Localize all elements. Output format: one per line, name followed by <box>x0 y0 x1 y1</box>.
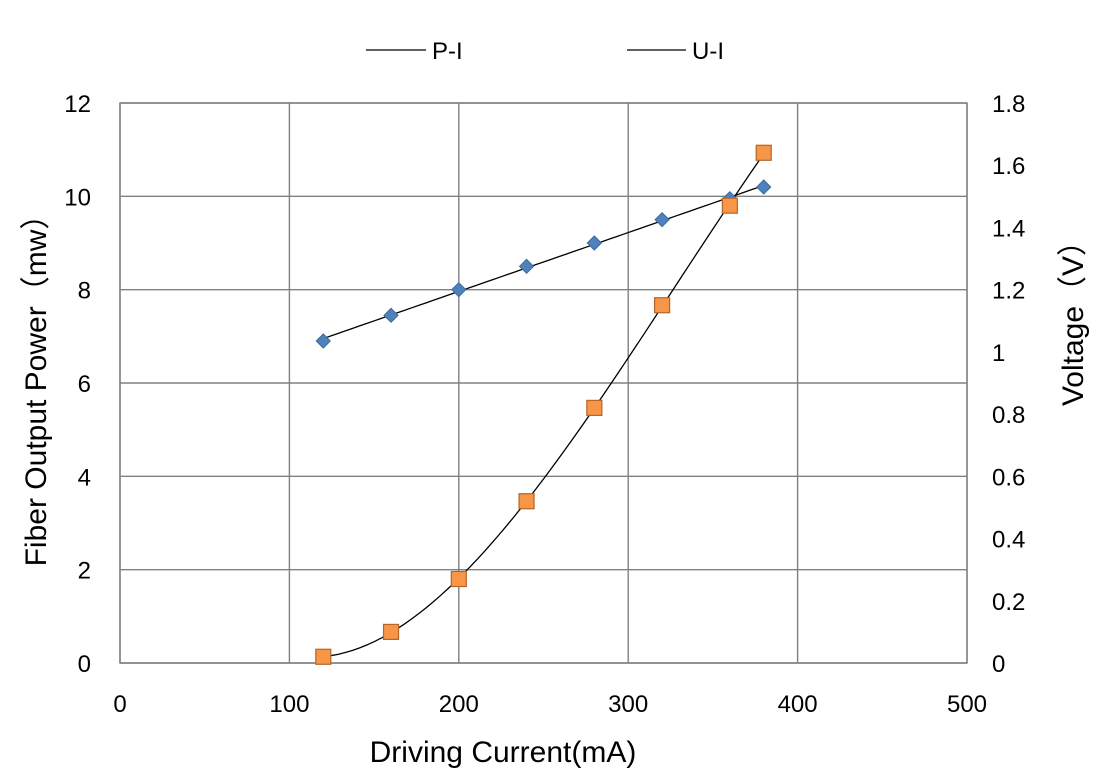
x-tick-labels: 0 100 200 300 400 500 <box>113 691 987 718</box>
y-tick-label: 2 <box>78 558 91 585</box>
grid-lines <box>119 102 968 664</box>
y2-tick-label: 0.6 <box>992 464 1025 491</box>
data-point-pi <box>383 307 399 324</box>
legend: P-I U-I <box>366 38 724 65</box>
y2-tick-labels: 0 0.2 0.4 0.6 0.8 1 1.2 1.4 1.6 1.8 <box>992 91 1025 678</box>
y2-tick-label: 1.8 <box>992 91 1025 118</box>
y-tick-label: 10 <box>64 184 91 211</box>
y2-tick-label: 1.4 <box>992 215 1025 242</box>
y2-tick-label: 1.2 <box>992 278 1025 305</box>
trend-line-p-i <box>323 184 764 340</box>
y-tick-label: 0 <box>78 651 91 678</box>
x-tick-label: 500 <box>947 691 987 718</box>
y2-axis-title: Voltage（V） <box>1057 226 1090 406</box>
y2-tick-label: 0.8 <box>992 402 1025 429</box>
data-point-ui <box>382 623 400 640</box>
trend-line-u-i <box>323 153 765 658</box>
data-point-pi <box>451 281 467 298</box>
y-tick-label: 8 <box>78 278 91 305</box>
data-point-ui <box>721 197 738 214</box>
data-point-ui <box>450 570 467 588</box>
data-point-ui <box>518 493 535 510</box>
x-tick-label: 400 <box>778 691 818 718</box>
x-axis-title: Driving Current(mA) <box>370 736 637 769</box>
trend-lines <box>323 153 765 658</box>
data-point-pi <box>654 211 670 228</box>
x-tick-label: 0 <box>113 691 126 718</box>
y-tick-label: 12 <box>64 91 91 118</box>
y-tick-label: 6 <box>78 371 91 398</box>
data-point-ui <box>755 144 772 161</box>
y-tick-label: 4 <box>78 464 91 491</box>
plot-area <box>119 102 968 664</box>
y2-tick-label: 0 <box>992 651 1005 678</box>
y2-tick-label: 1.6 <box>992 153 1025 180</box>
data-point-pi <box>586 235 603 251</box>
x-tick-label: 200 <box>439 691 479 718</box>
x-tick-label: 300 <box>608 691 648 718</box>
y2-tick-label: 1 <box>992 340 1005 367</box>
data-point-pi <box>315 333 331 349</box>
y2-tick-label: 0.2 <box>992 589 1025 616</box>
data-point-ui <box>653 297 671 314</box>
data-point-pi <box>756 179 772 195</box>
legend-label: P-I <box>432 38 463 65</box>
data-markers <box>315 144 772 665</box>
legend-label: U-I <box>692 38 724 65</box>
y-axis-title: Fiber Output Power（mw） <box>20 200 53 567</box>
data-point-ui <box>315 648 332 665</box>
data-point-ui <box>586 399 603 416</box>
y-tick-labels: 0 2 4 6 8 10 12 <box>64 91 91 678</box>
x-tick-label: 100 <box>269 691 309 718</box>
y2-tick-label: 0.4 <box>992 527 1025 554</box>
data-point-pi <box>518 258 535 275</box>
